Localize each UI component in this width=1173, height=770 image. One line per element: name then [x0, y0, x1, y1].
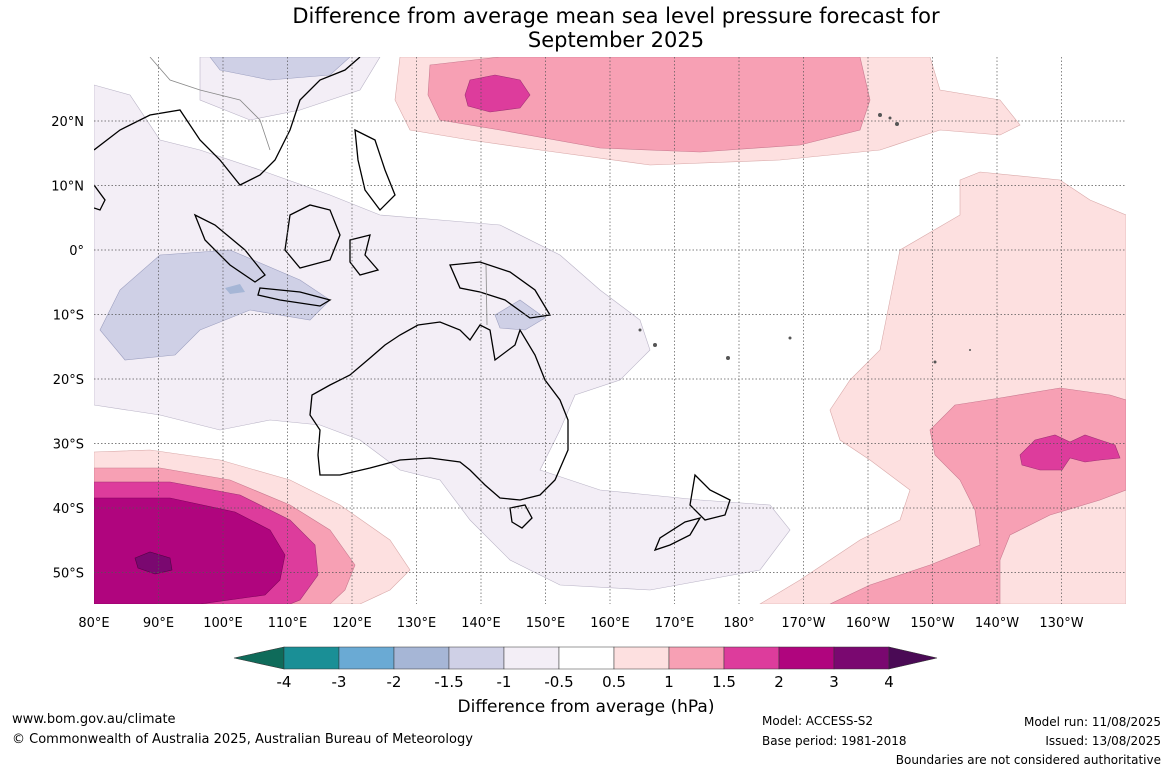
colorbar-segment	[613, 646, 670, 670]
colorbar	[233, 646, 938, 670]
negative-anomaly-region	[94, 84, 791, 591]
india-sri-lanka-coastline	[94, 184, 106, 211]
colorbar-tick: -4	[277, 673, 292, 691]
colorbar-tick: 4	[884, 673, 894, 691]
colorbar-segment	[668, 646, 725, 670]
pacific-islands	[638, 113, 971, 364]
lon-tick-label: 110°E	[268, 616, 308, 631]
colorbar-segment	[833, 646, 890, 670]
lon-tick-label: 150°W	[910, 616, 954, 631]
lon-tick-label: 100°E	[203, 616, 243, 631]
negative-anomaly-png	[494, 299, 546, 331]
lat-tick-label: 40°S	[53, 502, 84, 517]
lat-tick-label: 20°N	[51, 115, 84, 130]
colorbar-tick: 2	[774, 673, 784, 691]
colorbar-tick: -1	[497, 673, 512, 691]
negative-anomaly-core	[99, 249, 331, 361]
colorbar-segment	[723, 646, 780, 670]
lon-tick-label: 140°E	[461, 616, 501, 631]
lon-tick-label: 170°W	[781, 616, 825, 631]
lat-tick-label: 20°S	[53, 373, 84, 388]
small-blue-patch	[225, 284, 245, 294]
lon-tick-label: 170°E	[655, 616, 695, 631]
lat-tick-label: 10°S	[53, 309, 84, 324]
contour-fills	[94, 57, 1126, 604]
australia-coastline	[309, 321, 569, 501]
lon-tick-label: 160°E	[590, 616, 630, 631]
lat-tick-label: 10°N	[51, 180, 84, 195]
lon-tick-label: 130°E	[397, 616, 437, 631]
lat-tick-label: 30°S	[53, 438, 84, 453]
lat-tick-label: 50°S	[53, 567, 84, 582]
longitude-labels: 80°E 90°E 100°E 110°E 120°E 130°E 140°E 150°E 16…	[78, 616, 1083, 631]
country-borders	[149, 57, 488, 326]
colorbar-tick: 1.5	[712, 673, 736, 691]
colorbar-segment	[503, 646, 560, 670]
sumatra-coastline	[193, 213, 266, 283]
new-guinea-coastline	[449, 261, 552, 319]
lon-tick-label: 150°E	[526, 616, 566, 631]
colorbar-segment	[393, 646, 450, 670]
colorbar-segment	[283, 646, 340, 670]
sulawesi-coastline	[349, 234, 380, 276]
colorbar-segment	[338, 646, 395, 670]
new-zealand-north-coastline	[689, 473, 731, 521]
lon-tick-label: 140°W	[975, 616, 1019, 631]
colorbar-tick: -3	[332, 673, 347, 691]
colorbar-segment	[448, 646, 505, 670]
lon-tick-label: 120°E	[332, 616, 372, 631]
lon-tick-label: 180°	[723, 616, 754, 631]
colorbar-extend-low	[233, 646, 285, 670]
colorbar-segment	[558, 646, 615, 670]
negative-anomaly-north-core	[209, 57, 351, 81]
lon-tick-label: 160°W	[846, 616, 890, 631]
java-coastline	[257, 287, 332, 307]
coastlines	[94, 57, 731, 552]
footer-disclaimer: Boundaries are not considered authoritat…	[895, 753, 1161, 767]
tasmania-coastline	[509, 504, 533, 529]
lon-tick-label: 90°E	[143, 616, 174, 631]
footer-model: Model: ACCESS-S2	[762, 714, 874, 728]
colorbar-tick: -1.5	[434, 673, 463, 691]
lon-tick-label: 130°W	[1039, 616, 1083, 631]
positive-anomaly-north-pacific-mid	[427, 57, 871, 153]
new-zealand-south-coastline	[653, 516, 702, 552]
footer-model-run: Model run: 11/08/2025	[1023, 715, 1161, 729]
colorbar-tick: -2	[387, 673, 402, 691]
asia-coastline	[94, 57, 361, 186]
colorbar-tick: -0.5	[544, 673, 573, 691]
footer-copyright: © Commonwealth of Australia 2025, Austra…	[12, 732, 473, 747]
title-line-2: September 2025	[527, 28, 705, 52]
latitude-labels: 20°N 10°N 0° 10°S 20°S 30°S 40°S 50°S	[51, 115, 84, 582]
colorbar-tick-labels: -4 -3 -2 -1.5 -1 -0.5 0.5 1 1.5 2 3 4	[277, 673, 894, 691]
lat-tick-label: 0°	[69, 244, 84, 259]
gridlines	[94, 57, 1126, 604]
colorbar-tick: 3	[829, 673, 839, 691]
colorbar-tick: 0.5	[602, 673, 626, 691]
lon-tick-label: 80°E	[78, 616, 109, 631]
map-title: Difference from average mean sea level p…	[0, 4, 1173, 52]
title-line-1: Difference from average mean sea level p…	[292, 4, 940, 28]
positive-anomaly-north-pacific-core	[464, 74, 531, 113]
footer-base-period: Base period: 1981-2018	[762, 734, 907, 748]
colorbar-extend-high	[888, 646, 938, 670]
colorbar-label: Difference from average (hPa)	[458, 697, 715, 717]
colorbar-segment	[778, 646, 835, 670]
positive-anomaly-south-indian-core	[94, 497, 286, 604]
philippines-coastline	[354, 128, 396, 211]
footer-issued: Issued: 13/08/2025	[1045, 734, 1161, 748]
footer-website[interactable]: www.bom.gov.au/climate	[12, 712, 176, 727]
colorbar-tick: 1	[664, 673, 674, 691]
positive-anomaly-south-indian-peak	[134, 551, 173, 575]
